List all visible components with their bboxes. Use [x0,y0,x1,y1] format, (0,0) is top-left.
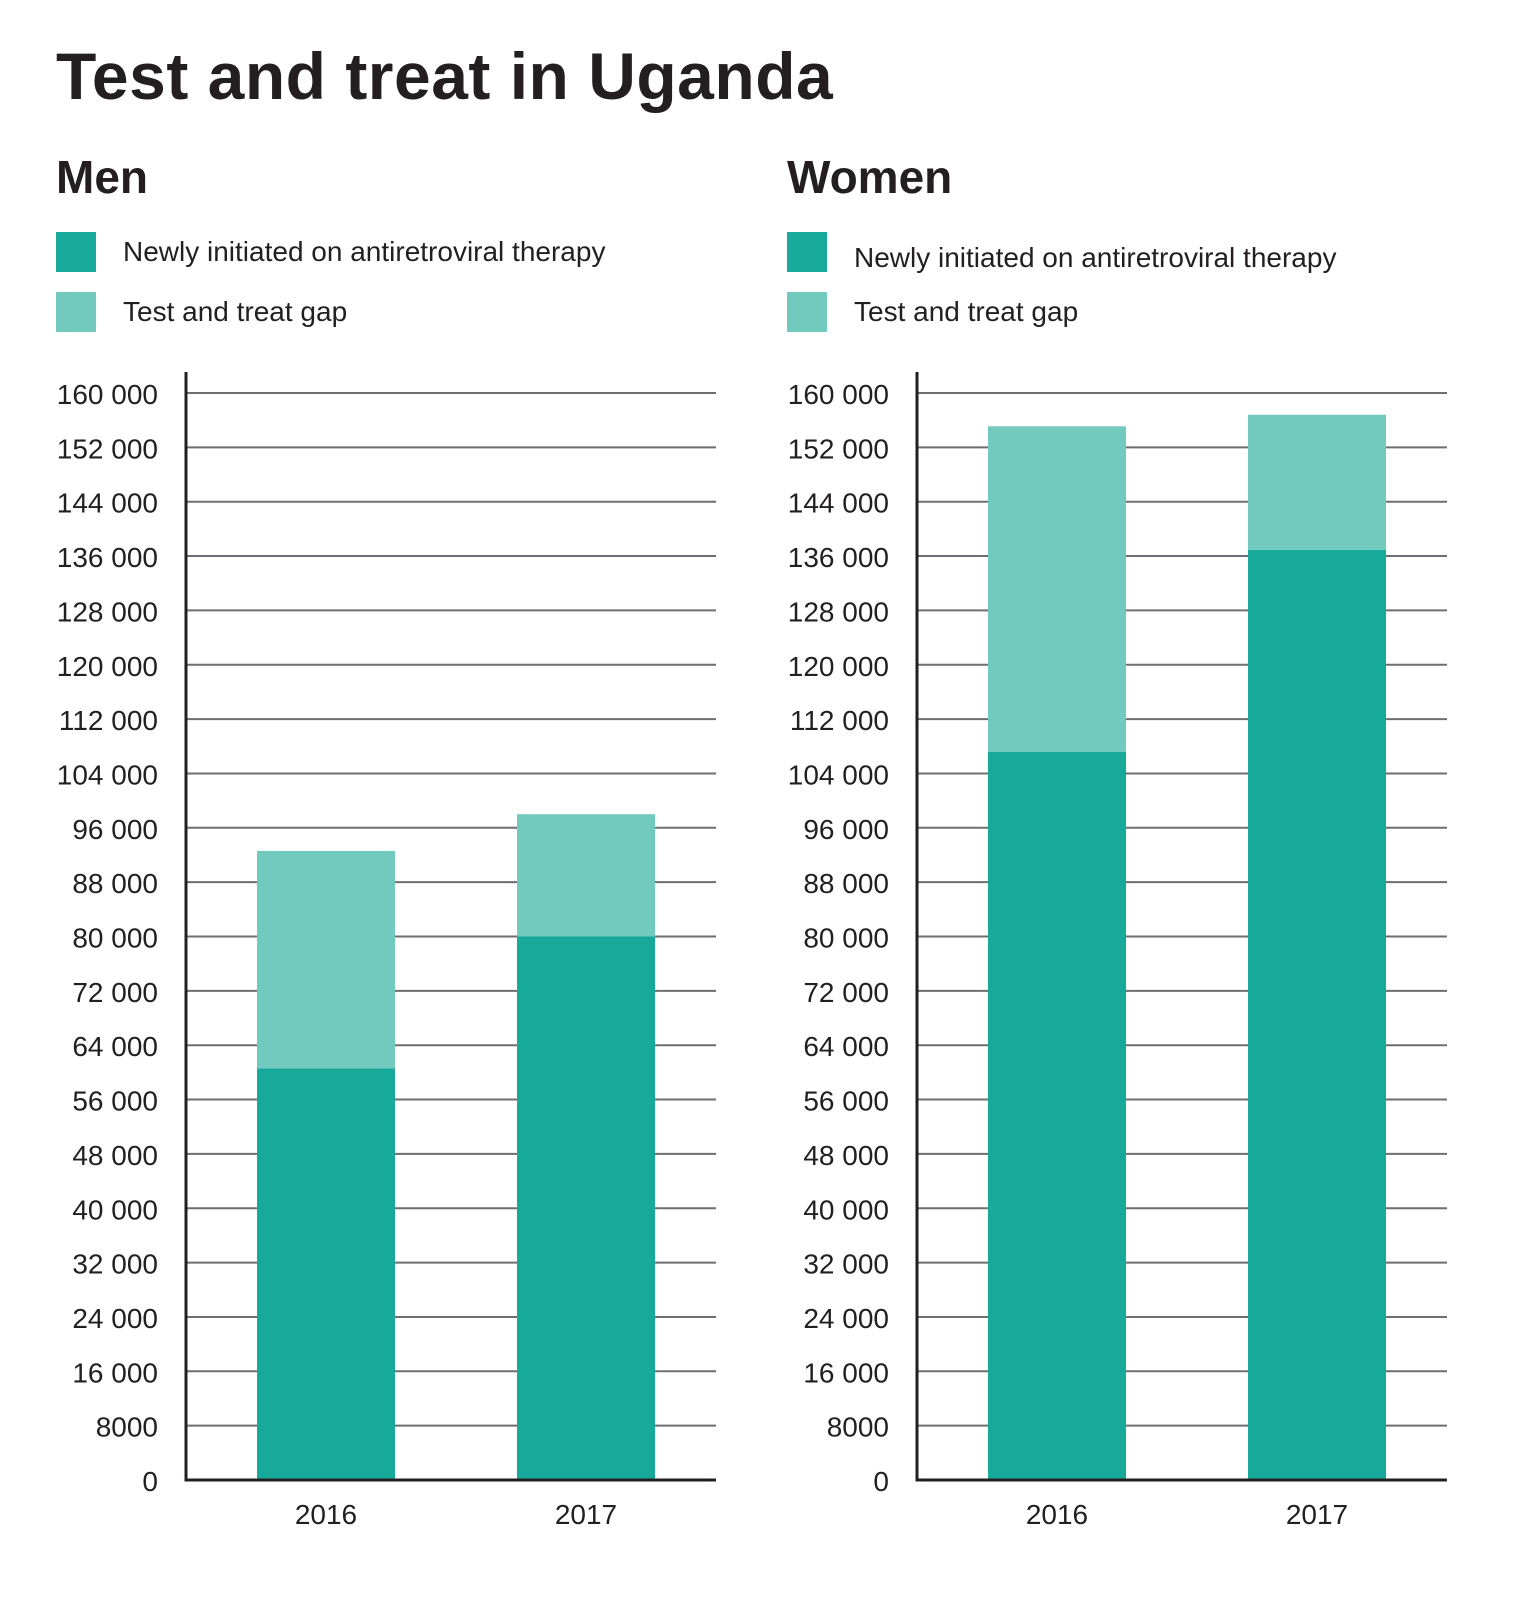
bar-initiated [257,1068,395,1480]
y-tick-label: 144 000 [57,488,158,519]
y-tick-label: 96 000 [72,814,158,845]
bar-gap [517,814,655,937]
panel-title-men: Men [56,151,148,203]
legend-item-gap: Test and treat gap [56,292,347,332]
y-tick-label: 160 000 [788,379,889,410]
y-tick-label: 40 000 [72,1194,158,1225]
y-tick-label: 40 000 [803,1194,889,1225]
y-tick-label: 144 000 [788,488,889,519]
y-tick-label: 136 000 [57,542,158,573]
y-tick-label: 72 000 [72,977,158,1008]
legend-label-initiated: Newly initiated on antiretroviral therap… [123,236,606,267]
y-tick-label: 32 000 [72,1249,158,1280]
bar-gap [1248,414,1386,550]
y-tick-label: 80 000 [72,923,158,954]
legend-item-gap: Test and treat gap [787,292,1078,332]
men-panel: Men Newly initiated on antiretroviral th… [56,0,776,1607]
legend-swatch-gap [787,292,827,332]
y-tick-label: 48 000 [803,1140,889,1171]
bar-gap [257,850,395,1069]
y-tick-label: 0 [873,1466,889,1497]
y-tick-label: 72 000 [803,977,889,1008]
y-tick-label: 128 000 [788,596,889,627]
y-tick-label: 152 000 [788,433,889,464]
legend-item-initiated: Newly initiated on antiretroviral therap… [787,232,1336,273]
y-tick-label: 16 000 [803,1357,889,1388]
y-tick-label: 104 000 [788,759,889,790]
panel-title-women: Women [787,151,953,203]
men-plot: 0 8000 16 000 24 000 32 000 40 000 48 000 56 00… [57,372,716,1530]
legend-swatch-initiated [787,232,827,272]
x-tick-label: 2016 [1026,1499,1088,1530]
y-tick-label: 64 000 [803,1031,889,1062]
legend-item-initiated: Newly initiated on antiretroviral therap… [56,232,605,272]
y-tick-label: 56 000 [72,1086,158,1117]
legend-label-gap: Test and treat gap [123,296,348,327]
y-tick-label: 128 000 [57,596,158,627]
legend-swatch-gap [56,292,96,332]
y-tick-label: 88 000 [803,868,889,899]
y-tick-label: 48 000 [72,1140,158,1171]
y-tick-label: 112 000 [790,705,889,736]
x-tick-label: 2017 [1286,1499,1348,1530]
women-plot: 0 8000 16 000 24 000 32 000 40 000 48 000 56 00… [788,372,1447,1530]
bar-initiated [1248,549,1386,1480]
women-panel: Women Newly initiated on antiretroviral … [787,0,1507,1607]
bar-initiated [988,751,1126,1480]
y-tick-label: 80 000 [803,923,889,954]
y-tick-label: 32 000 [803,1249,889,1280]
y-tick-label: 64 000 [72,1031,158,1062]
y-tick-label: 24 000 [803,1303,889,1334]
x-tick-label: 2016 [295,1499,357,1530]
bar-gap [988,426,1126,752]
bar-initiated [517,936,655,1480]
y-tick-label: 24 000 [72,1303,158,1334]
chart-title: Test and treat in Uganda [56,39,834,113]
y-tick-label: 16 000 [72,1357,158,1388]
y-tick-label: 96 000 [803,814,889,845]
y-tick-label: 160 000 [57,379,158,410]
y-tick-label: 88 000 [72,868,158,899]
y-tick-label: 8000 [96,1412,158,1443]
y-tick-label: 152 000 [57,433,158,464]
y-tick-label: 104 000 [57,759,158,790]
legend-label-gap: Test and treat gap [854,296,1079,327]
y-tick-label: 0 [142,1466,158,1497]
x-tick-label: 2017 [555,1499,617,1530]
y-tick-label: 112 000 [59,705,158,736]
y-tick-label: 120 000 [788,651,889,682]
legend-label-initiated: Newly initiated on antiretroviral therap… [854,242,1337,273]
legend-swatch-initiated [56,232,96,272]
y-tick-label: 120 000 [57,651,158,682]
y-tick-label: 8000 [827,1412,889,1443]
y-tick-label: 136 000 [788,542,889,573]
y-tick-label: 56 000 [803,1086,889,1117]
